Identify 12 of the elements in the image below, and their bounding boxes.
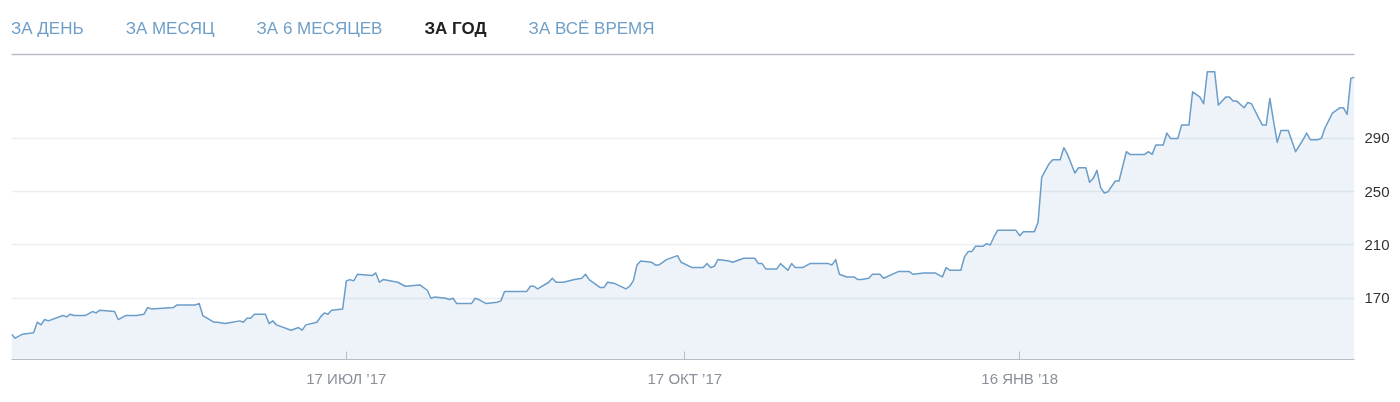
text: ЗА МЕСЯЦ: [125, 19, 215, 38]
text: ЗА ГОД: [424, 19, 487, 38]
x-tick-label: 17 ИЮЛ ’17: [306, 369, 387, 387]
text: ЗА 6 МЕСЯЦЕВ: [256, 19, 383, 38]
y-tick-label: 170: [1364, 289, 1390, 307]
y-tick-label: 290: [1364, 129, 1390, 147]
text: ЗА ВСЁ ВРЕМЯ: [528, 19, 655, 38]
x-tick-label: 17 ОКТ ’17: [647, 369, 723, 387]
y-tick-label: 250: [1364, 182, 1390, 200]
y-tick-label: 210: [1364, 235, 1390, 253]
text: ЗА ДЕНЬ: [11, 19, 84, 38]
x-tick-label: 16 ЯНВ ’18: [981, 369, 1059, 387]
